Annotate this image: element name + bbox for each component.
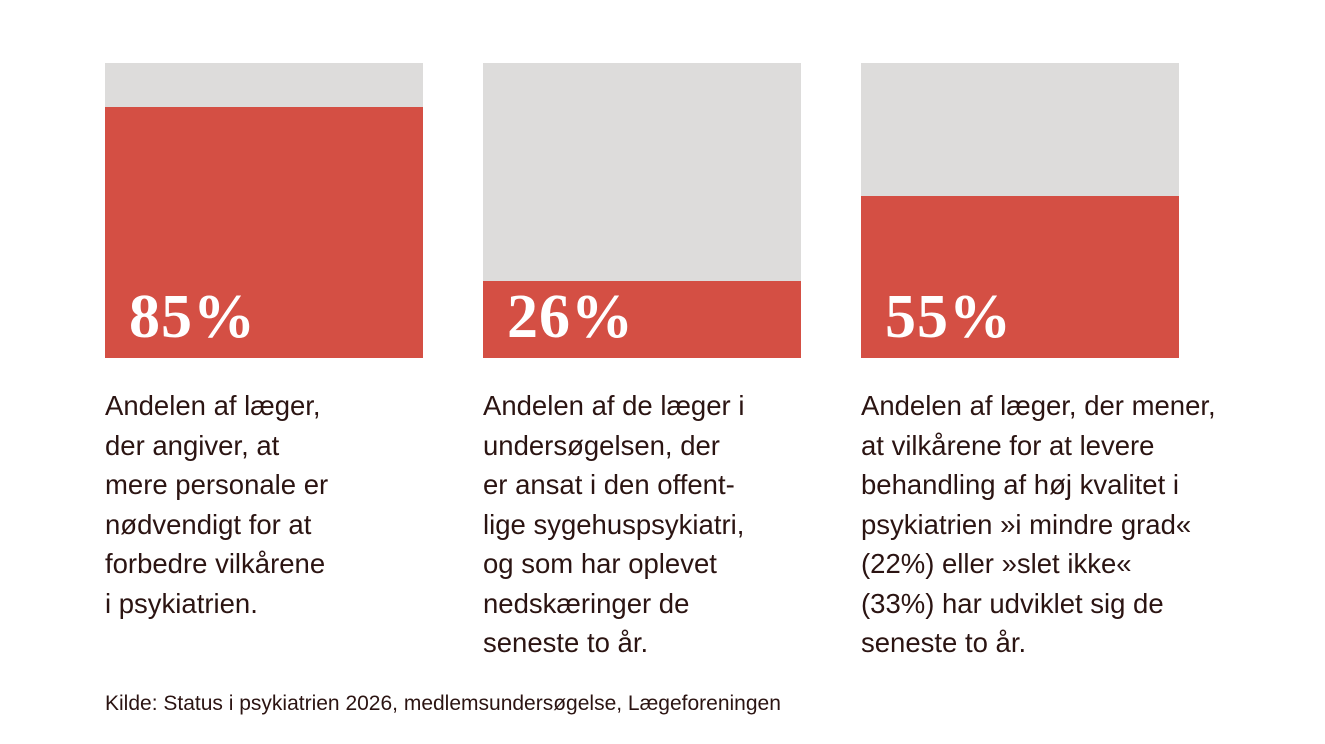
description: Andelen af læger, der angiver, at mere p… xyxy=(105,390,329,619)
description: Andelen af de læger i undersøgelsen, der… xyxy=(483,390,745,658)
description: Andelen af læger, der mener, at vilkåren… xyxy=(861,390,1216,658)
bar-track: 85% xyxy=(105,63,423,358)
percent-label: 26% xyxy=(507,283,634,351)
bar-fill xyxy=(105,107,423,358)
panel-1: 85% Andelen af læger, der angiver, at me… xyxy=(105,63,423,623)
bar-track: 55% xyxy=(861,63,1179,358)
percent-label: 55% xyxy=(885,283,1012,351)
bar-fill xyxy=(483,281,801,358)
panel-2: 26% Andelen af de læger i undersøgelsen,… xyxy=(483,63,801,663)
panel-3: 55% Andelen af læger, der mener, at vilk… xyxy=(861,63,1301,663)
source-note: Kilde: Status i psykiatrien 2026, medlem… xyxy=(105,692,781,715)
bar-track: 26% xyxy=(483,63,801,358)
bar-fill xyxy=(861,195,1179,358)
percent-label: 85% xyxy=(129,283,256,351)
